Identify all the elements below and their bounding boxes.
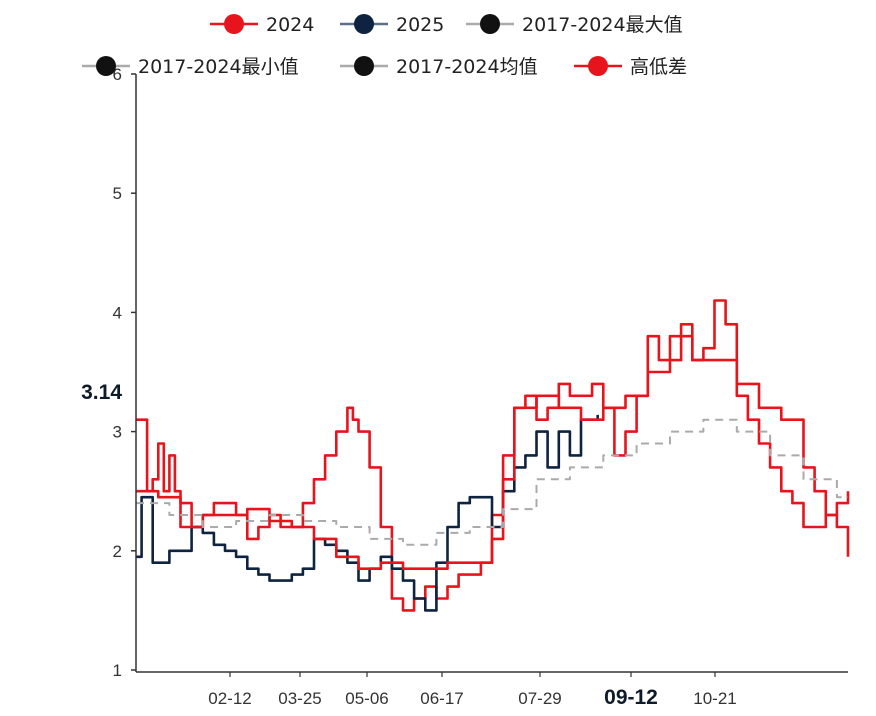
legend-marker-icon [96,56,116,76]
legend-item-5[interactable]: 高低差 [574,56,687,78]
series-line-2 [136,334,850,570]
series-line-1 [136,414,599,612]
cursor-readout: 3.14 [81,381,122,404]
x-tick-label: 07-29 [518,689,561,708]
y-tick-label: 1 [113,661,122,680]
legend-label: 2017-2024最大值 [522,14,683,36]
legend-label: 2025 [396,14,444,36]
legend-marker-icon [588,56,608,76]
legend-label: 2024 [266,14,314,36]
legend-item-0[interactable]: 2024 [210,14,314,36]
legend-marker-icon [224,14,244,34]
y-tick-label: 4 [113,303,122,322]
legend-marker-icon [354,56,374,76]
legend-item-1[interactable]: 2025 [340,14,444,36]
y-tick-label: 6 [113,65,122,84]
x-tick-label: 02-12 [208,689,251,708]
y-tick-label: 5 [113,184,122,203]
x-tick-label: 03-25 [278,689,321,708]
series-lines [136,299,850,612]
series-line-3 [136,418,848,546]
legend-item-3[interactable]: 2017-2024最小值 [82,56,299,78]
legend-item-2[interactable]: 2017-2024最大值 [466,14,683,36]
legend-marker-icon [354,14,374,34]
x-tick-label: 10-21 [693,689,736,708]
y-tick-label: 2 [113,542,122,561]
x-tick-label: 06-17 [420,689,463,708]
y-tick-label: 3 [113,423,122,442]
series-line-0 [136,299,850,612]
legend-label: 2017-2024均值 [396,56,538,78]
legend-label: 高低差 [630,56,687,78]
legend-marker-icon [480,14,500,34]
axes: 1 2 3 4 5 6 02-12 03-25 05-06 06-17 07-29 09-12 10-2… [113,65,848,709]
x-tick-label: 05-06 [345,689,388,708]
x-cursor-label: 09-12 [604,686,658,709]
legend-label: 2017-2024最小值 [138,56,299,78]
legend[interactable]: 2024 2025 2017-2024最大值 2017-2024最小值 2017-202… [82,14,687,78]
y-cursor-label: 3.14 [81,381,122,404]
legend-item-4[interactable]: 2017-2024均值 [340,56,538,78]
